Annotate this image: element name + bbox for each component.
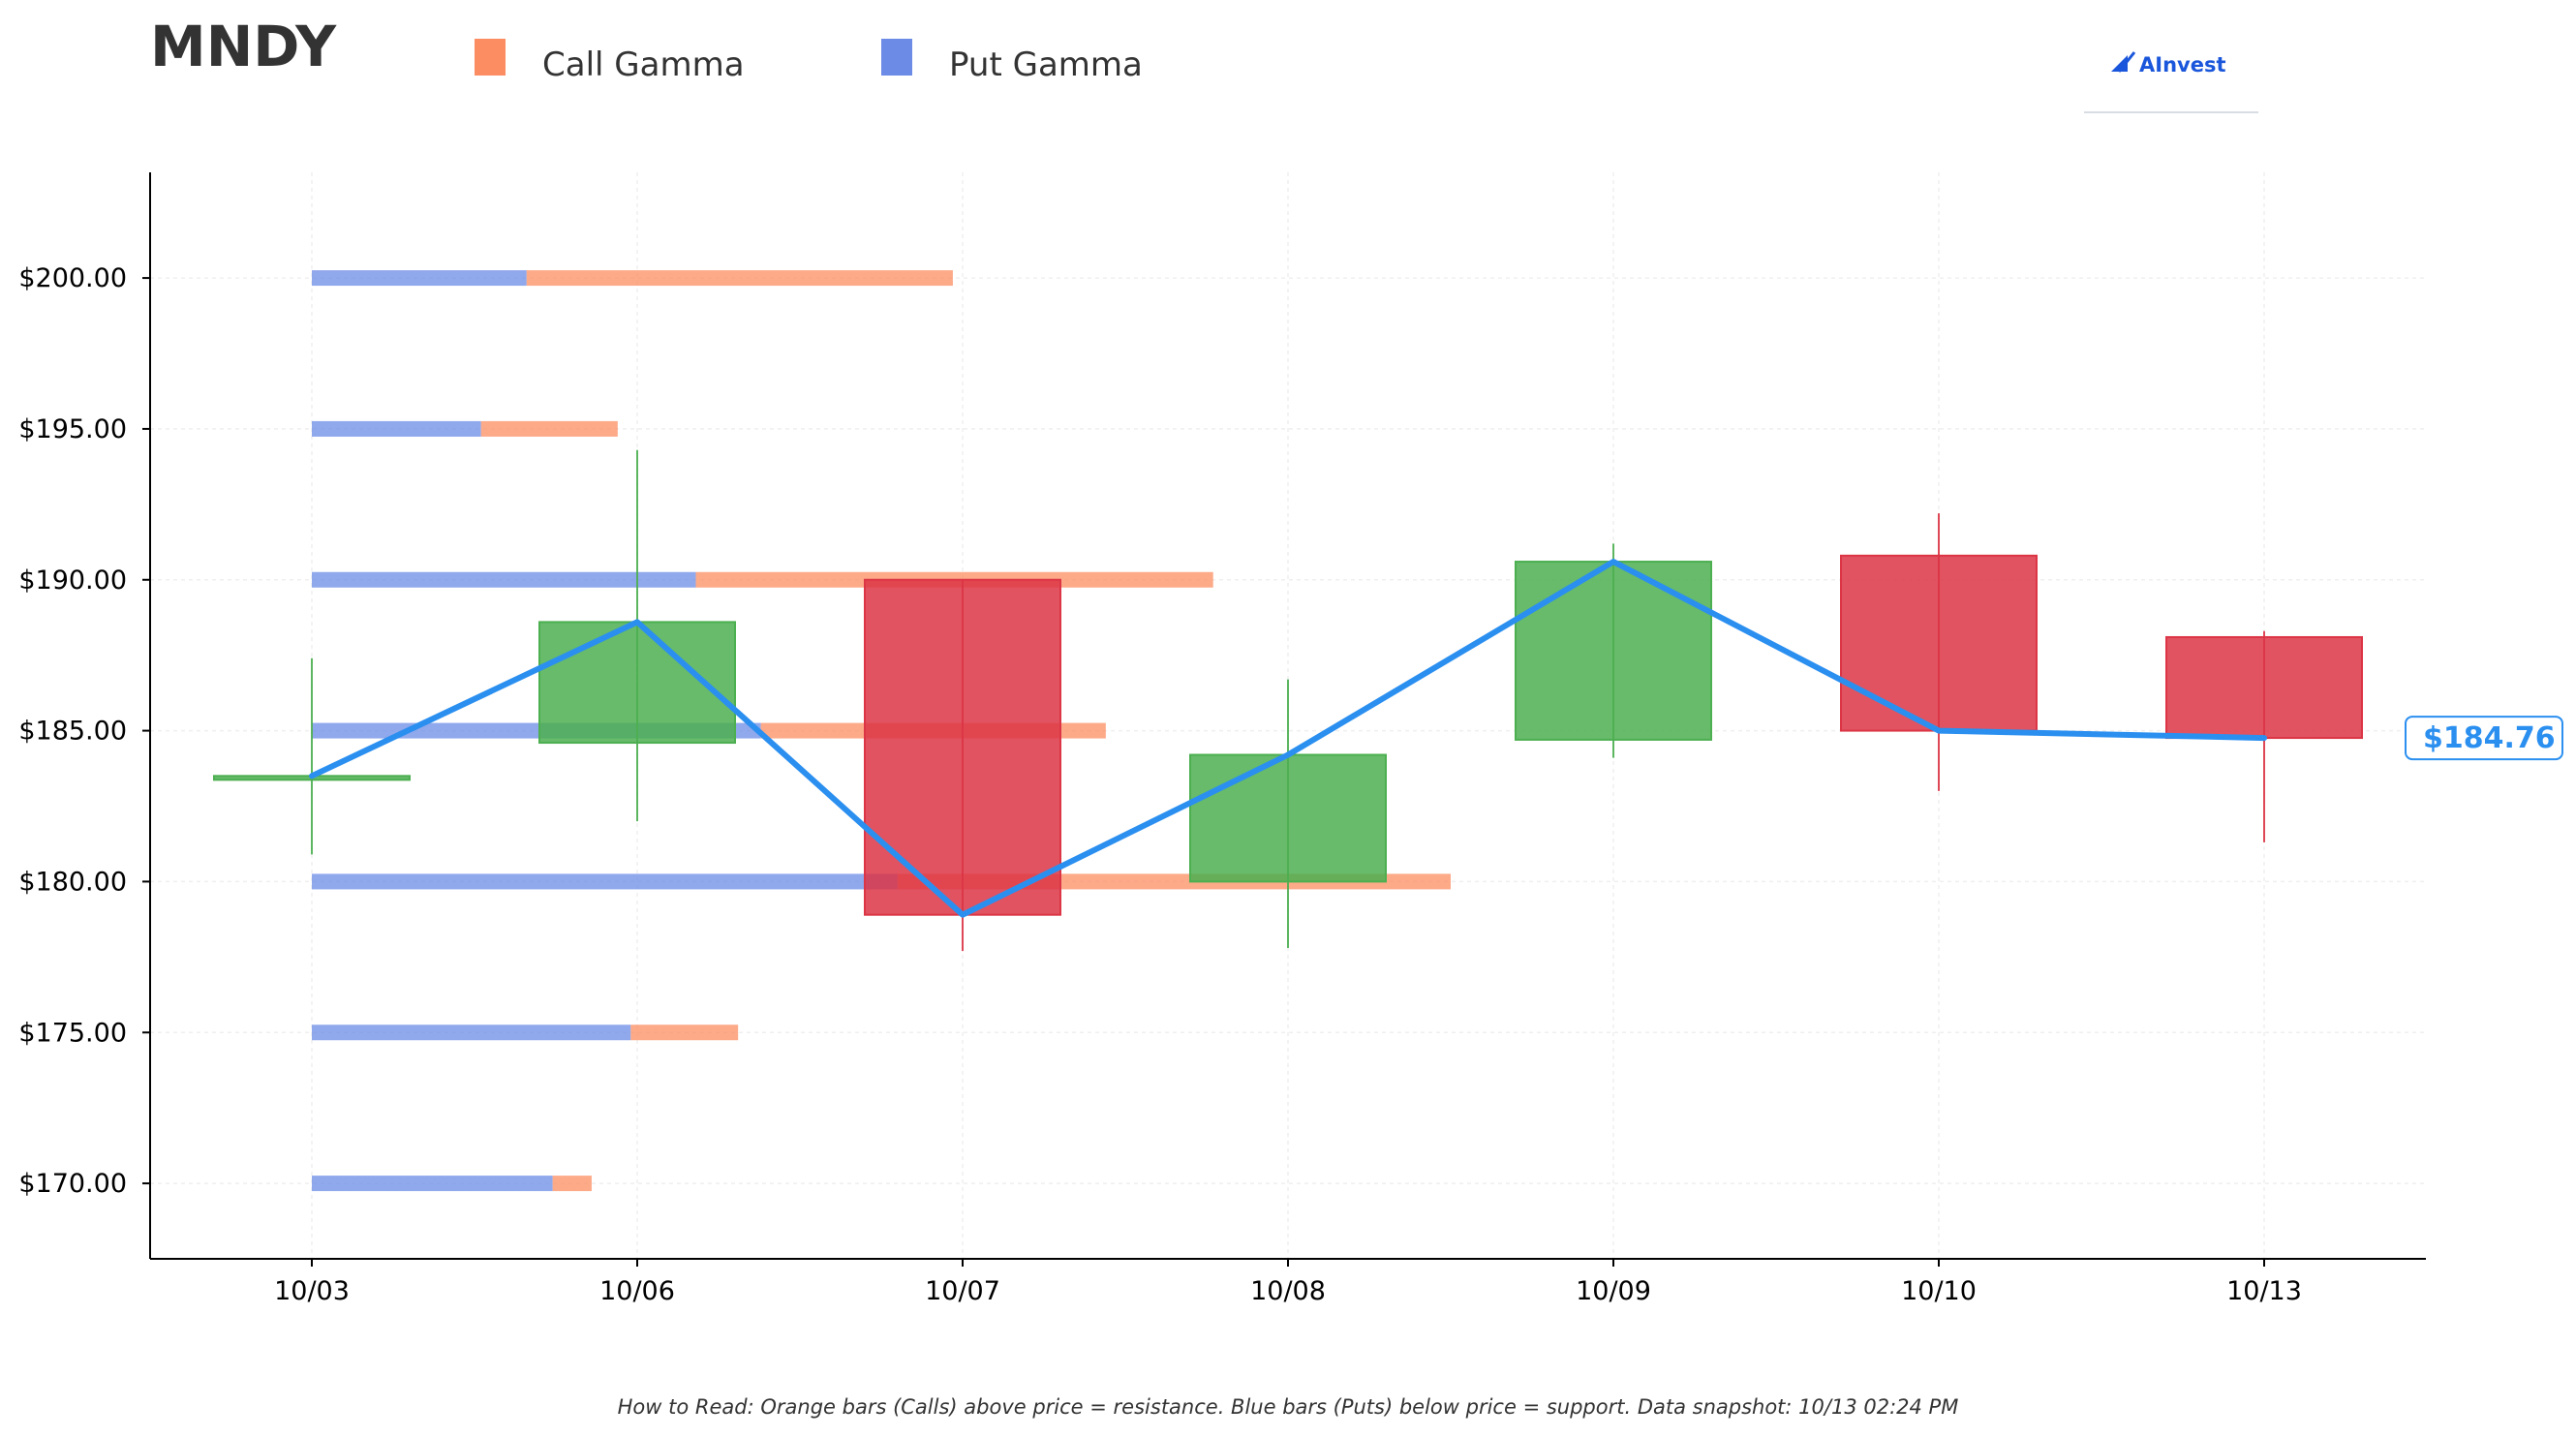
chart-footnote: How to Read: Orange bars (Calls) above p…: [618, 1395, 1959, 1419]
legend: Call Gamma Put Gamma: [475, 39, 1143, 84]
legend-label-put-gamma: Put Gamma: [949, 46, 1143, 84]
brand-logo-icon-stroke: [2117, 51, 2136, 73]
candle-body: [1189, 753, 1387, 883]
call-gamma-bar: [630, 1024, 739, 1041]
candle-body: [1515, 561, 1712, 741]
put-gamma-bar: [312, 420, 481, 437]
y-tick-label: $185.00: [18, 717, 127, 747]
candle-body: [2165, 635, 2363, 740]
y-tick-label: $195.00: [18, 414, 127, 444]
gamma-bars: [312, 270, 1451, 1192]
x-tick-label: 10/10: [1901, 1276, 1977, 1306]
x-tick-label: 10/08: [1250, 1276, 1326, 1306]
close-price-line: [309, 559, 2267, 918]
y-tick-label: $190.00: [18, 566, 127, 596]
y-tick-label: $175.00: [18, 1018, 127, 1048]
y-tick-label: $200.00: [18, 263, 127, 293]
x-tick-label: 10/03: [274, 1276, 350, 1306]
current-price-badge: $184.76: [2405, 716, 2563, 761]
chart-title: MNDY: [150, 14, 337, 79]
legend-swatch-call-gamma: [475, 39, 506, 76]
call-gamma-bar: [480, 420, 618, 437]
x-tick-label: 10/13: [2226, 1276, 2302, 1306]
legend-swatch-put-gamma: [881, 39, 912, 76]
put-gamma-bar: [312, 270, 527, 287]
current-price-label: $184.76: [2423, 721, 2556, 755]
call-gamma-bar: [552, 1176, 592, 1192]
x-tick-label: 10/07: [925, 1276, 1000, 1306]
legend-label-call-gamma: Call Gamma: [542, 46, 745, 84]
current-price-badge-box: [2405, 716, 2563, 761]
y-tick-label: $170.00: [18, 1169, 127, 1199]
put-gamma-bar: [312, 1176, 553, 1192]
candle-body: [1840, 554, 2038, 732]
candle-body: [864, 578, 1061, 916]
x-tick-label: 10/09: [1576, 1276, 1651, 1306]
close-line: [309, 559, 2267, 918]
call-gamma-bar: [526, 270, 953, 287]
y-tick-label: $180.00: [18, 867, 127, 897]
brand-logo: AInvest: [2084, 51, 2258, 113]
x-tick-label: 10/06: [599, 1276, 675, 1306]
put-gamma-bar: [312, 571, 696, 588]
put-gamma-bar: [312, 1024, 631, 1041]
axes: $170.00 $175.00 $180.00 $185.00 $190.00 $195.…: [18, 172, 2426, 1306]
brand-name: AInvest: [2139, 53, 2226, 76]
put-gamma-bar: [312, 873, 898, 890]
